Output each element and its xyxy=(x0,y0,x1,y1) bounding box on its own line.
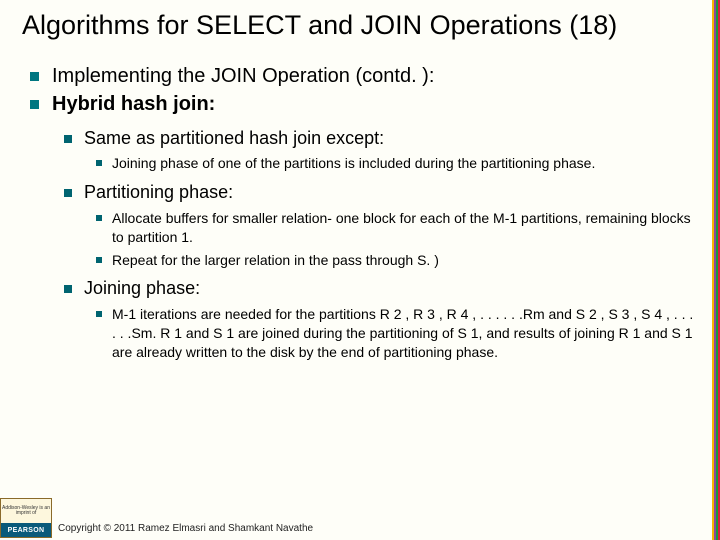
bullet-text: M-1 iterations are needed for the partit… xyxy=(112,306,693,360)
bullet-text: Partitioning phase: xyxy=(84,182,233,202)
slide-title: Algorithms for SELECT and JOIN Operation… xyxy=(22,10,696,41)
bullet-text: Joining phase: xyxy=(84,278,200,298)
copyright-text: Copyright © 2011 Ramez Elmasri and Shamk… xyxy=(58,523,313,540)
bullet-list: Implementing the JOIN Operation (contd. … xyxy=(28,63,696,361)
logo-top-text: Addison-Wesley is an imprint of xyxy=(1,499,51,523)
bullet-text: Hybrid hash join: xyxy=(52,93,215,115)
slide: Algorithms for SELECT and JOIN Operation… xyxy=(0,0,720,540)
bullet-lvl1: Hybrid hash join: Same as partitioned ha… xyxy=(28,91,696,361)
footer: Addison-Wesley is an imprint of PEARSON … xyxy=(0,498,720,540)
bullet-text: Joining phase of one of the partitions i… xyxy=(112,155,595,171)
bullet-lvl2: Joining phase: M-1 iterations are needed… xyxy=(62,277,696,361)
bullet-lvl3: Joining phase of one of the partitions i… xyxy=(94,154,696,173)
bullet-lvl3: Allocate buffers for smaller relation- o… xyxy=(94,209,696,247)
bullet-text: Same as partitioned hash join except: xyxy=(84,128,384,148)
bullet-lvl3: Repeat for the larger relation in the pa… xyxy=(94,251,696,270)
pearson-logo: Addison-Wesley is an imprint of PEARSON xyxy=(0,498,52,538)
bullet-lvl1: Implementing the JOIN Operation (contd. … xyxy=(28,63,696,89)
bullet-lvl2: Same as partitioned hash join except: Jo… xyxy=(62,127,696,173)
bullet-lvl2: Partitioning phase: Allocate buffers for… xyxy=(62,181,696,269)
bullet-text: Allocate buffers for smaller relation- o… xyxy=(112,210,691,245)
bullet-text: Implementing the JOIN Operation (contd. … xyxy=(52,65,434,87)
bullet-text: Repeat for the larger relation in the pa… xyxy=(112,252,439,268)
logo-bottom-text: PEARSON xyxy=(1,523,51,537)
bullet-lvl3: M-1 iterations are needed for the partit… xyxy=(94,305,696,362)
